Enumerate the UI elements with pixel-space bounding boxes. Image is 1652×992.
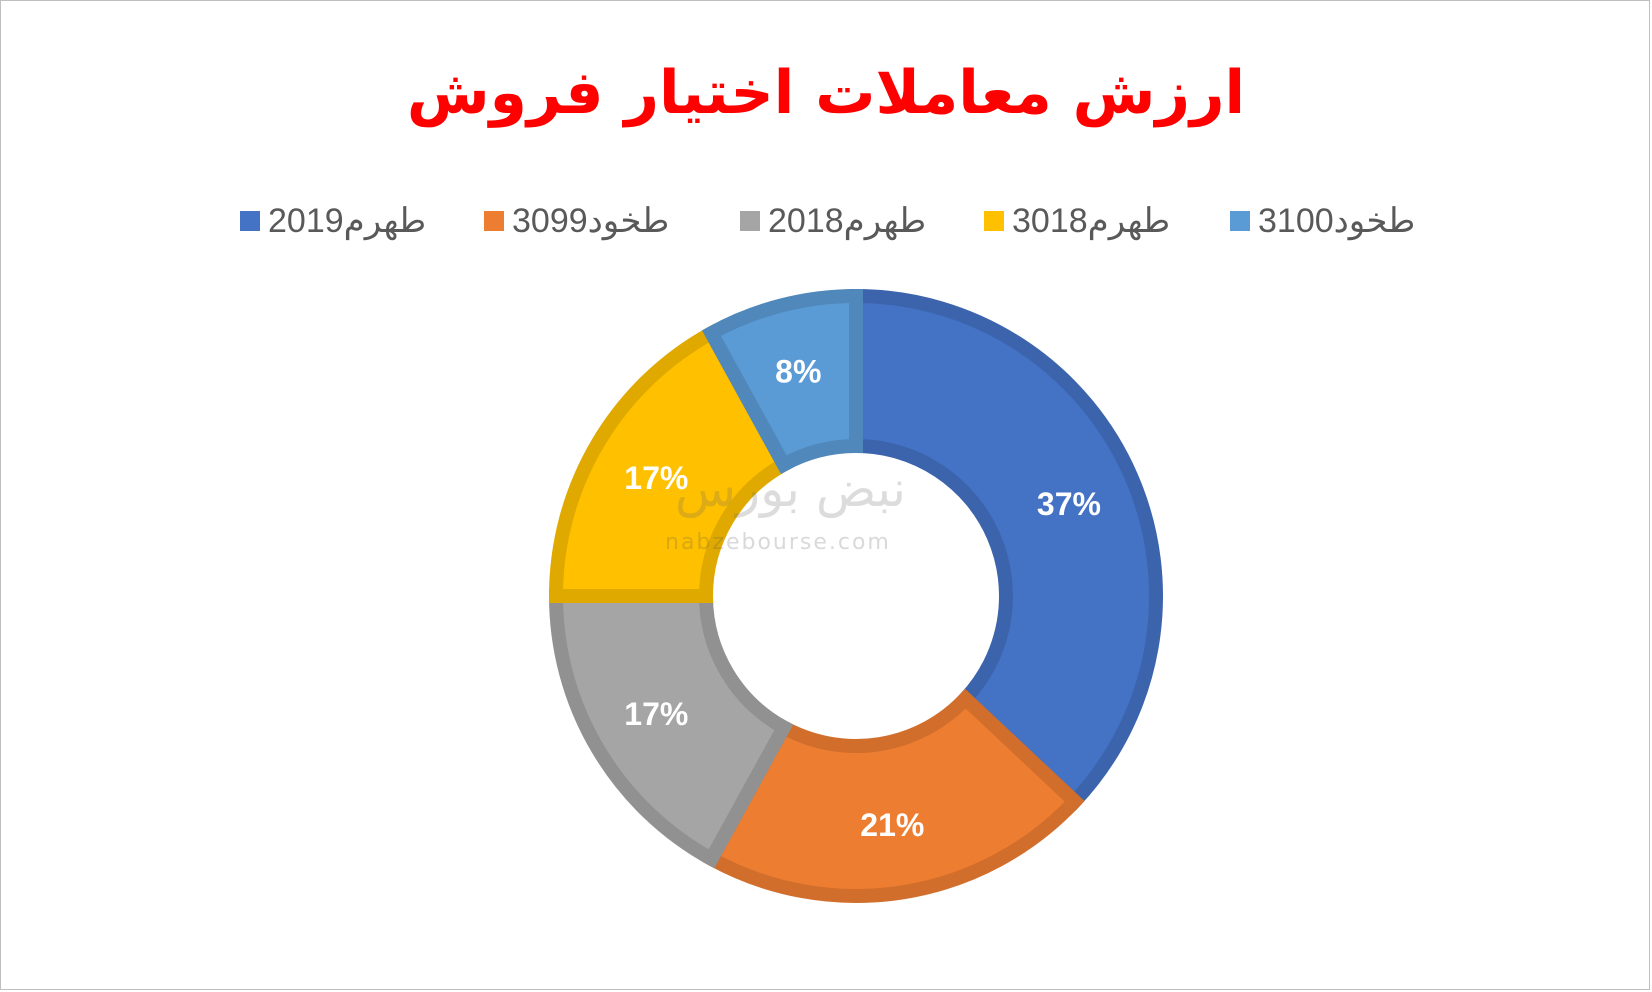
data-label-5: 8% — [775, 353, 821, 389]
donut-slice-3 — [548, 589, 794, 869]
donut-slice-4 — [548, 323, 794, 603]
legend-item-4: طهرم3018 — [984, 196, 1170, 246]
legend-swatch-4 — [984, 211, 1004, 231]
data-label-2: 21% — [860, 807, 924, 843]
legend-swatch-5 — [1230, 211, 1250, 231]
watermark-logo: نبض بورس — [675, 460, 907, 518]
legend-item-1: طهرم2019 — [240, 196, 426, 246]
legend-label-4: طهرم3018 — [1012, 202, 1171, 240]
legend-swatch-2 — [484, 211, 504, 231]
donut-slice-1 — [849, 288, 1163, 812]
legend-label-1: طهرم2019 — [268, 202, 427, 240]
donut-slice-2 — [701, 688, 1085, 903]
legend: طهرم2019 طخود3099 طهرم2018 طهرم3018 طخود… — [0, 196, 1652, 246]
donut-data-labels: 37% 21% 17% 17% 8% — [624, 353, 1101, 843]
legend-label-2: طخود3099 — [512, 202, 670, 240]
legend-swatch-1 — [240, 211, 260, 231]
legend-item-2: طخود3099 — [484, 196, 669, 246]
legend-item-5: طخود3100 — [1230, 196, 1415, 246]
data-label-1: 37% — [1037, 486, 1101, 522]
legend-label-5: طخود3100 — [1258, 202, 1416, 240]
legend-item-3: طهرم2018 — [740, 196, 926, 246]
legend-label-3: طهرم2018 — [768, 202, 927, 240]
legend-swatch-3 — [740, 211, 760, 231]
donut-slices — [548, 288, 1163, 903]
watermark-site: nabzebourse.com — [665, 530, 891, 555]
data-label-3: 17% — [624, 696, 688, 732]
watermark: نبض بورس nabzebourse.com — [655, 440, 945, 580]
data-label-4: 17% — [624, 460, 688, 496]
donut-slice-5 — [701, 288, 863, 475]
chart-title: ارزش معاملات اختیار فروش — [406, 58, 1246, 128]
